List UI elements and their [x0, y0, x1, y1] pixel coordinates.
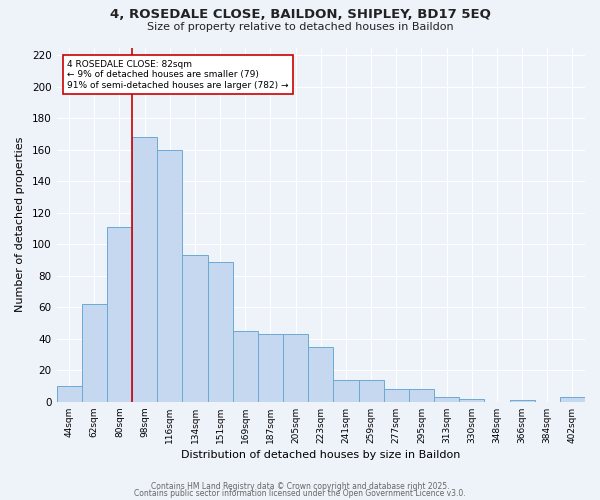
Bar [359, 380, 383, 402]
Text: 4 ROSEDALE CLOSE: 82sqm
← 9% of detached houses are smaller (79)
91% of semi-det: 4 ROSEDALE CLOSE: 82sqm ← 9% of detached… [67, 60, 289, 90]
Bar [107, 227, 132, 402]
Bar [459, 398, 484, 402]
Bar [258, 334, 283, 402]
Text: Size of property relative to detached houses in Baildon: Size of property relative to detached ho… [146, 22, 454, 32]
Bar [560, 397, 585, 402]
Text: 4, ROSEDALE CLOSE, BAILDON, SHIPLEY, BD17 5EQ: 4, ROSEDALE CLOSE, BAILDON, SHIPLEY, BD1… [110, 8, 490, 20]
Bar [182, 256, 208, 402]
Bar [334, 380, 359, 402]
Bar [56, 386, 82, 402]
Text: Contains public sector information licensed under the Open Government Licence v3: Contains public sector information licen… [134, 490, 466, 498]
Bar [308, 346, 334, 402]
X-axis label: Distribution of detached houses by size in Baildon: Distribution of detached houses by size … [181, 450, 460, 460]
Bar [434, 397, 459, 402]
Bar [383, 389, 409, 402]
Bar [409, 389, 434, 402]
Bar [283, 334, 308, 402]
Bar [509, 400, 535, 402]
Y-axis label: Number of detached properties: Number of detached properties [15, 137, 25, 312]
Bar [132, 138, 157, 402]
Bar [233, 331, 258, 402]
Text: Contains HM Land Registry data © Crown copyright and database right 2025.: Contains HM Land Registry data © Crown c… [151, 482, 449, 491]
Bar [82, 304, 107, 402]
Bar [208, 262, 233, 402]
Bar [157, 150, 182, 402]
